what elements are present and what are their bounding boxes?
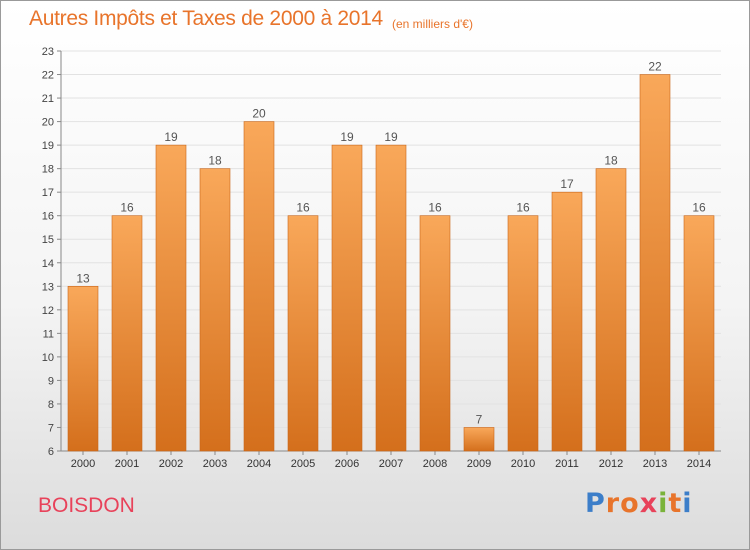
x-tick-label-2003: 2003	[203, 458, 227, 470]
bar-2012	[595, 168, 627, 452]
data-label-2004: 20	[252, 107, 266, 121]
bar-2013	[639, 74, 671, 452]
y-tick-label: 15	[42, 234, 54, 246]
chart-subtitle: (en milliers d'€)	[392, 17, 473, 31]
logo-letter: P	[585, 488, 606, 519]
data-label-2013: 22	[648, 60, 662, 74]
x-tick-label-2005: 2005	[291, 458, 315, 470]
logo-letter: i	[658, 488, 669, 519]
bar-2010	[507, 215, 539, 452]
bars	[67, 74, 715, 452]
bar-2005	[287, 215, 319, 452]
proxiti-logo[interactable]: Proxiti	[585, 488, 693, 519]
logo-letter: t	[668, 488, 683, 519]
data-label-2014: 16	[692, 201, 706, 215]
x-tick-label-2004: 2004	[247, 458, 271, 470]
data-label-2001: 16	[120, 201, 134, 215]
logo-letter: x	[639, 488, 659, 519]
labels: 6 7 8 9 10 11 12 13 14 15 16 17 18 19 20 21 22 23 13 2000 16…	[42, 46, 711, 470]
data-label-2008: 16	[428, 201, 442, 215]
y-tick-label: 22	[42, 70, 54, 82]
logo-letter: r	[605, 488, 621, 519]
bar-2009	[463, 427, 495, 452]
data-label-2002: 19	[164, 130, 178, 144]
y-tick-label: 17	[42, 187, 54, 199]
y-tick-label: 8	[48, 399, 54, 411]
data-label-2012: 18	[604, 154, 618, 168]
chart-title: Autres Impôts et Taxes de 2000 à 2014	[29, 7, 383, 30]
x-tick-label-2010: 2010	[511, 458, 535, 470]
data-label-2005: 16	[296, 201, 310, 215]
data-label-2011: 17	[560, 177, 574, 191]
data-label-2000: 13	[76, 271, 90, 285]
bar-2004	[243, 121, 275, 452]
bar-2000	[67, 285, 99, 452]
x-tick-label-2012: 2012	[599, 458, 623, 470]
y-tick-label: 20	[42, 117, 54, 129]
y-tick-label: 14	[42, 258, 54, 270]
y-tick-label: 18	[42, 164, 54, 176]
x-tick-label-2008: 2008	[423, 458, 447, 470]
bar-2007	[375, 144, 407, 452]
y-tick-label: 23	[42, 46, 54, 58]
x-tick-label-2011: 2011	[555, 458, 579, 470]
y-tick-label: 11	[43, 328, 54, 340]
y-tick-label: 13	[42, 281, 54, 293]
bar-2002	[155, 144, 187, 452]
y-tick-label: 10	[42, 352, 54, 364]
x-tick-label-2000: 2000	[71, 458, 95, 470]
bar-2006	[331, 144, 363, 452]
y-tick-label: 6	[48, 446, 54, 458]
y-tick-label: 9	[48, 375, 54, 387]
data-label-2009: 7	[476, 412, 483, 426]
x-tick-label-2009: 2009	[467, 458, 491, 470]
data-label-2006: 19	[340, 130, 354, 144]
bar-2014	[683, 215, 715, 452]
x-tick-label-2007: 2007	[379, 458, 403, 470]
bar-2011	[551, 191, 583, 452]
y-tick-label: 16	[42, 211, 54, 223]
bar-2001	[111, 215, 143, 452]
y-tick-label: 7	[48, 422, 54, 434]
y-tick-label: 21	[42, 93, 54, 105]
bar-2003	[199, 168, 231, 452]
logo-letter: o	[620, 488, 640, 519]
x-tick-label-2014: 2014	[687, 458, 711, 470]
data-label-2007: 19	[384, 130, 398, 144]
x-tick-label-2013: 2013	[643, 458, 667, 470]
y-tick-label: 19	[42, 140, 54, 152]
bar-2008	[419, 215, 451, 452]
x-tick-label-2001: 2001	[115, 458, 139, 470]
logo-letter: i	[682, 488, 693, 519]
x-tick-label-2002: 2002	[159, 458, 183, 470]
data-label-2003: 18	[208, 154, 222, 168]
data-label-2010: 16	[516, 201, 530, 215]
commune-name: BOISDON	[38, 494, 135, 517]
x-tick-label-2006: 2006	[335, 458, 359, 470]
y-tick-label: 12	[42, 305, 54, 317]
